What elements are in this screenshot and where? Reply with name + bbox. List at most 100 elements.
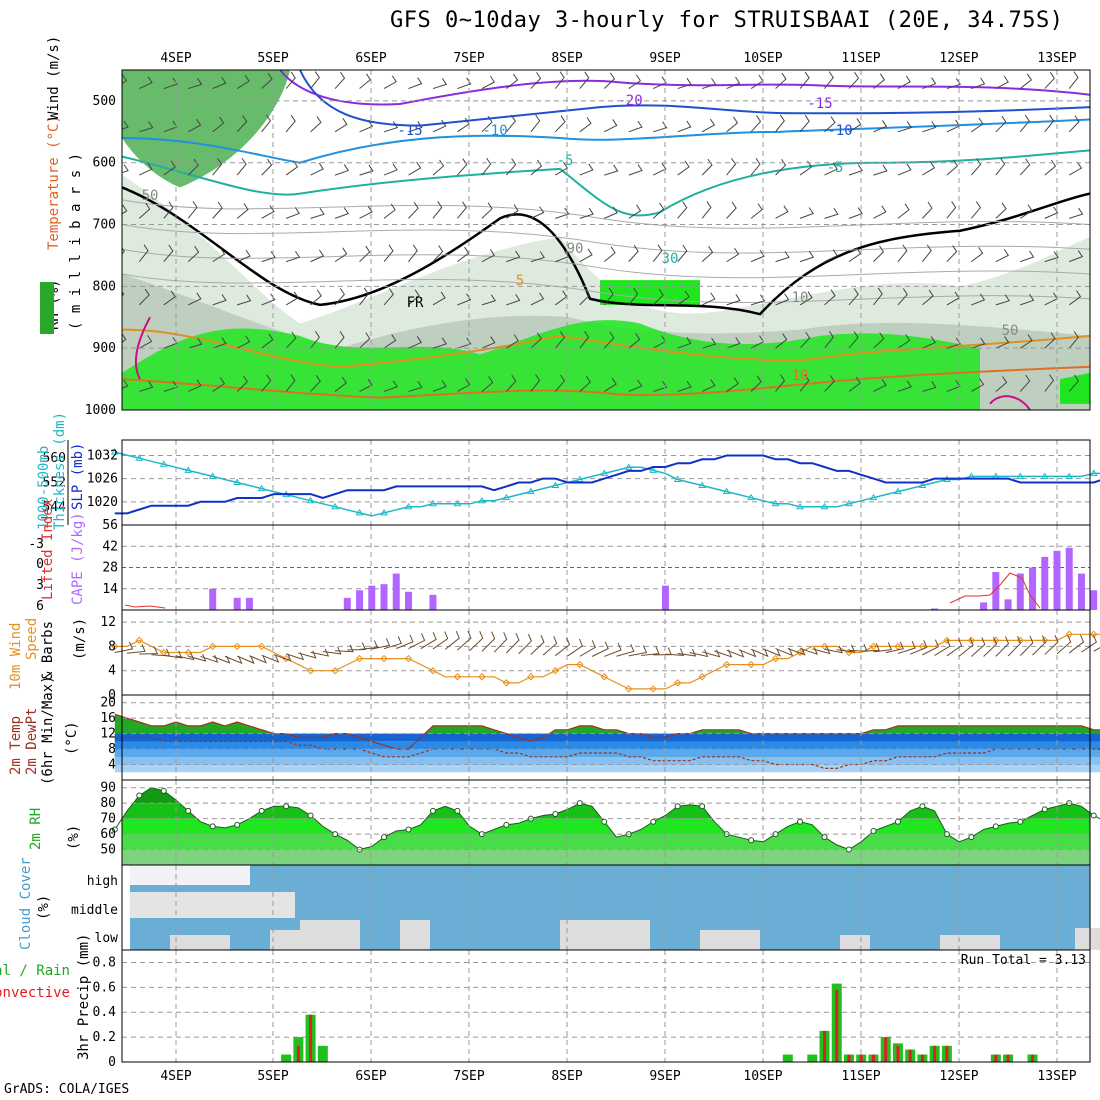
wind-barb — [542, 636, 558, 656]
thickness-point — [649, 466, 658, 473]
wind-speed-point — [478, 673, 486, 681]
upper-wind-barb — [677, 160, 690, 176]
upper-wind-barb — [457, 246, 470, 263]
wind-speed-point — [796, 648, 804, 657]
wind-unit-label: (m/s) — [72, 618, 88, 660]
wind-barb — [432, 631, 449, 650]
upper-wind-barb — [726, 76, 741, 90]
upper-wind-barb — [775, 158, 787, 176]
upper-wind-barb — [653, 76, 667, 90]
wind-barb — [726, 649, 745, 658]
wind-barb — [1056, 634, 1072, 655]
thickness-point — [306, 496, 315, 504]
low-cloud-block — [940, 935, 1000, 950]
upper-wind-barb — [873, 164, 888, 176]
upper-wind-barb — [285, 114, 296, 133]
thickness-point — [404, 502, 413, 510]
upper-wind-barb — [971, 247, 984, 263]
day-label-top: 6SEP — [355, 51, 386, 66]
contour-label: FR — [407, 295, 424, 311]
upper-wind-barb — [334, 247, 348, 263]
upper-wind-barb — [970, 201, 981, 219]
upper-wind-barb — [1044, 332, 1056, 349]
wind-barb — [371, 638, 391, 650]
wind-speed-point — [135, 636, 143, 645]
precip-convective-bar — [859, 1054, 863, 1062]
cape-tick-label: 28 — [102, 561, 118, 576]
cape-bar — [1029, 567, 1037, 610]
upper-wind-barb — [873, 332, 885, 349]
upper-wind-barb — [701, 379, 716, 392]
upper-wind-barb — [628, 244, 639, 262]
wind-speed-point — [429, 667, 437, 675]
upper-wind-barb — [824, 162, 838, 176]
rh-axis-label: 2m RH — [28, 808, 44, 850]
upper-wind-barb — [457, 201, 468, 219]
thickness-point — [159, 460, 168, 467]
upper-wind-barb — [408, 161, 422, 176]
upper-wind-barb — [897, 288, 908, 306]
upper-wind-barb — [603, 331, 615, 349]
upper-wind-barb — [285, 250, 301, 263]
rh-point — [381, 834, 388, 841]
low-cloud-block — [1075, 928, 1100, 950]
upper-wind-barb — [383, 244, 394, 262]
contour-label: 50 — [142, 188, 159, 204]
day-label-top: 13SEP — [1037, 51, 1076, 66]
upper-wind-barb — [922, 381, 937, 392]
wind-barb — [396, 634, 414, 649]
upper-wind-barb — [481, 248, 496, 263]
rh-point — [894, 818, 901, 825]
wind-speed-point — [576, 660, 584, 669]
wind-barb — [665, 648, 685, 656]
wind-barb — [1019, 635, 1034, 657]
temperature-tick-label: 4 — [108, 758, 116, 773]
upper-wind-barb — [310, 249, 325, 263]
thickness-point — [184, 466, 193, 473]
upper-wind-barb — [995, 202, 1007, 219]
upper-wind-barb — [555, 161, 569, 176]
wind-speed-point — [600, 673, 608, 681]
upper-wind-barb — [702, 337, 717, 349]
wind-barb — [579, 640, 596, 657]
cape-bar — [1016, 573, 1024, 610]
rh-point — [1041, 806, 1048, 813]
rh-point — [136, 792, 143, 799]
upper-wind-barb — [334, 207, 350, 219]
upper-wind-barb — [212, 247, 226, 263]
upper-wind-barb — [702, 77, 717, 90]
temperature-band — [114, 764, 1100, 773]
upper-wind-barb — [310, 162, 324, 176]
upper-wind-barb — [1094, 72, 1100, 89]
low-cloud-block — [300, 920, 360, 950]
upper-wind-barb — [775, 114, 785, 133]
upper-wind-barb — [799, 250, 815, 263]
upper-wind-barb — [334, 118, 348, 133]
grads-credit: GrADS: COLA/IGES — [4, 1082, 130, 1097]
wind-barb — [261, 654, 280, 663]
wind-barb — [114, 641, 134, 653]
upper-wind-barb — [506, 334, 519, 349]
wind-barb — [481, 631, 496, 652]
upper-wind-barb — [310, 330, 320, 349]
day-label-top: 7SEP — [453, 51, 484, 66]
cloud-unit-label: (%) — [36, 895, 52, 920]
wind-axis-label: Wind (m/s) — [46, 36, 62, 120]
precip-convective-bar — [884, 1037, 888, 1062]
upper-wind-barb — [824, 375, 835, 392]
day-label-bottom: 5SEP — [257, 1069, 288, 1084]
cape-bar — [368, 585, 376, 610]
upper-wind-barb — [799, 374, 810, 392]
thickness-point — [624, 463, 633, 470]
upper-wind-barb — [163, 244, 174, 262]
cape-axis-label: CAPE (J/kg) — [70, 512, 86, 605]
upper-wind-barb — [481, 336, 496, 349]
wind-barb — [457, 630, 472, 651]
upper-wind-barb — [824, 330, 834, 349]
upper-wind-barb — [383, 334, 397, 349]
precip-total-bar — [807, 1054, 818, 1062]
upper-wind-barb — [1019, 114, 1030, 133]
upper-wind-barb — [383, 163, 398, 176]
upper-wind-barb — [995, 336, 1010, 349]
upper-wind-barb — [187, 245, 200, 263]
